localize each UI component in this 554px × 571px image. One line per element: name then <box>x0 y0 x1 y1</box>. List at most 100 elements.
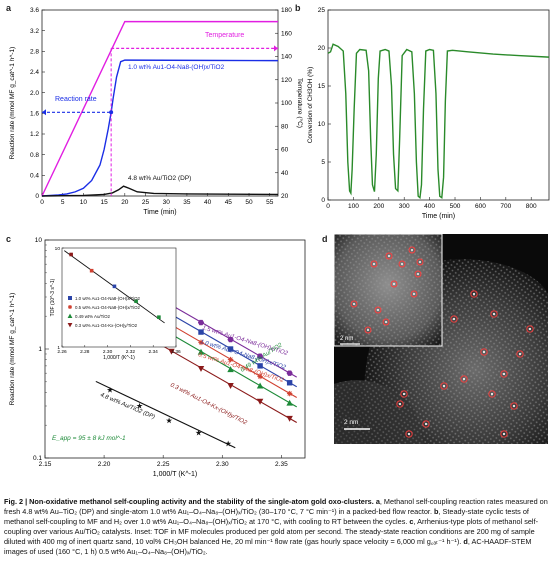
series-line-1 <box>41 20 278 197</box>
x-tick-label: 55 <box>266 199 274 206</box>
reaction-rate-label: Reaction rate <box>55 96 97 103</box>
single-atom-dot <box>490 392 494 396</box>
x-tick-label: 15 <box>100 199 108 206</box>
x-tick-label: 45 <box>225 199 233 206</box>
x-tick-label: 0 <box>40 199 44 206</box>
y2-tick-label: 120 <box>281 77 292 84</box>
y-tick-label: 3.6 <box>30 7 39 14</box>
series-1-label: 1.0 wt% Au1-O4-Na8-(OH)x/TiO2 <box>128 64 225 71</box>
figure-caption: Fig. 2 | Non-oxidative methanol self-cou… <box>4 497 550 557</box>
x-axis-label: Time (min) <box>143 209 176 216</box>
single-atom-marker <box>385 252 393 260</box>
y2-axis-label: Temperature (°C) <box>296 78 304 128</box>
rate-arrow-head <box>42 109 46 116</box>
caption-c-label: c <box>409 517 414 526</box>
single-atom-marker <box>470 290 478 298</box>
single-atom-dot <box>462 377 466 381</box>
single-atom-dot <box>402 392 406 396</box>
single-atom-dot <box>424 422 428 426</box>
caption-d-label: d <box>463 537 468 546</box>
single-atom-dot <box>502 432 506 436</box>
x-tick-label: 40 <box>204 199 212 206</box>
single-atom-dot <box>442 384 446 388</box>
single-atom-dot <box>388 255 390 257</box>
caption-a-label: a <box>375 497 380 506</box>
single-atom-dot <box>377 309 379 311</box>
single-atom-marker <box>382 318 390 326</box>
single-atom-marker <box>488 390 496 398</box>
caption-b-text: , Steady-state cyclic tests of methanol … <box>4 507 529 526</box>
single-atom-dot <box>482 350 486 354</box>
single-atom-marker <box>500 370 508 378</box>
single-atom-dot <box>367 329 369 331</box>
x-tick-label: 25 <box>142 199 150 206</box>
single-atom-marker <box>516 350 524 358</box>
stem-image-panel: 2 nm 2 nm <box>333 233 548 444</box>
x-tick-label: 10 <box>80 199 88 206</box>
y-tick-label: 0.4 <box>30 173 39 180</box>
single-atom-marker <box>526 325 534 333</box>
single-atom-dot <box>518 352 522 356</box>
panel-letter-c: c <box>6 234 12 244</box>
single-atom-marker <box>460 375 468 383</box>
single-atom-marker <box>398 260 406 268</box>
y-tick-label: 1.2 <box>30 131 39 138</box>
single-atom-dot <box>353 303 355 305</box>
single-atom-dot <box>413 293 415 295</box>
temperature-arrow-head <box>274 45 278 52</box>
single-atom-marker <box>510 402 518 410</box>
y2-tick-label: 160 <box>281 30 292 37</box>
single-atom-dot <box>398 402 402 406</box>
y2-tick-label: 80 <box>281 123 289 130</box>
single-atom-marker <box>450 315 458 323</box>
series-line-3 <box>41 185 279 197</box>
x-tick-label: 50 <box>245 199 253 206</box>
y2-tick-label: 20 <box>281 193 289 200</box>
y-tick-label: 2.0 <box>30 90 39 97</box>
single-atom-dot <box>419 261 421 263</box>
y-tick-label: 0.8 <box>30 152 39 159</box>
single-atom-dot <box>401 263 403 265</box>
single-atom-dot <box>528 327 532 331</box>
caption-b-label: b <box>434 507 439 516</box>
single-atom-dot <box>512 404 516 408</box>
caption-c-text: , Arrhenius-type plots of methanol self-… <box>4 517 538 546</box>
y-tick-label: 2.8 <box>30 49 39 56</box>
single-atom-marker <box>490 310 498 318</box>
single-atom-dot <box>407 432 411 436</box>
y-tick-label: 0 <box>35 193 39 200</box>
rate-marker <box>109 110 114 115</box>
single-atom-marker <box>374 306 382 314</box>
single-atom-marker <box>414 270 422 278</box>
y2-tick-label: 180 <box>281 7 292 14</box>
x-tick-label: 30 <box>163 199 171 206</box>
single-atom-marker <box>370 260 378 268</box>
panel-letter-a: a <box>6 3 12 13</box>
y2-tick-label: 40 <box>281 170 289 177</box>
scale-bar-inset-label: 2 nm <box>340 336 353 342</box>
x-tick-label: 20 <box>121 199 129 206</box>
single-atom-marker <box>400 390 408 398</box>
panel-letter-d: d <box>322 234 328 244</box>
single-atom-marker <box>390 280 398 288</box>
y-tick-label: 3.2 <box>30 28 39 35</box>
y-tick-label: 2.4 <box>30 69 39 76</box>
series-line-2 <box>41 59 279 197</box>
series-2-label: 4.8 wt% Au/TiO2 (DP) <box>128 175 191 182</box>
y2-tick-label: 140 <box>281 54 292 61</box>
single-atom-dot <box>472 292 476 296</box>
single-atom-marker <box>350 300 358 308</box>
x-tick-label: 5 <box>61 199 65 206</box>
single-atom-marker <box>396 400 404 408</box>
single-atom-marker <box>405 430 413 438</box>
single-atom-dot <box>502 372 506 376</box>
single-atom-dot <box>393 283 395 285</box>
single-atom-dot <box>417 273 419 275</box>
single-atom-dot <box>411 249 413 251</box>
single-atom-dot <box>492 312 496 316</box>
caption-a-text: , Methanol self-coupling reaction rates … <box>4 497 548 516</box>
y-axis-label: Reaction rate (mmol MF g_cat^-1 h^-1) <box>9 47 16 160</box>
caption-d-text: , AC-HAADF-STEM images of used (160 °C, … <box>4 537 532 556</box>
single-atom-marker <box>422 420 430 428</box>
